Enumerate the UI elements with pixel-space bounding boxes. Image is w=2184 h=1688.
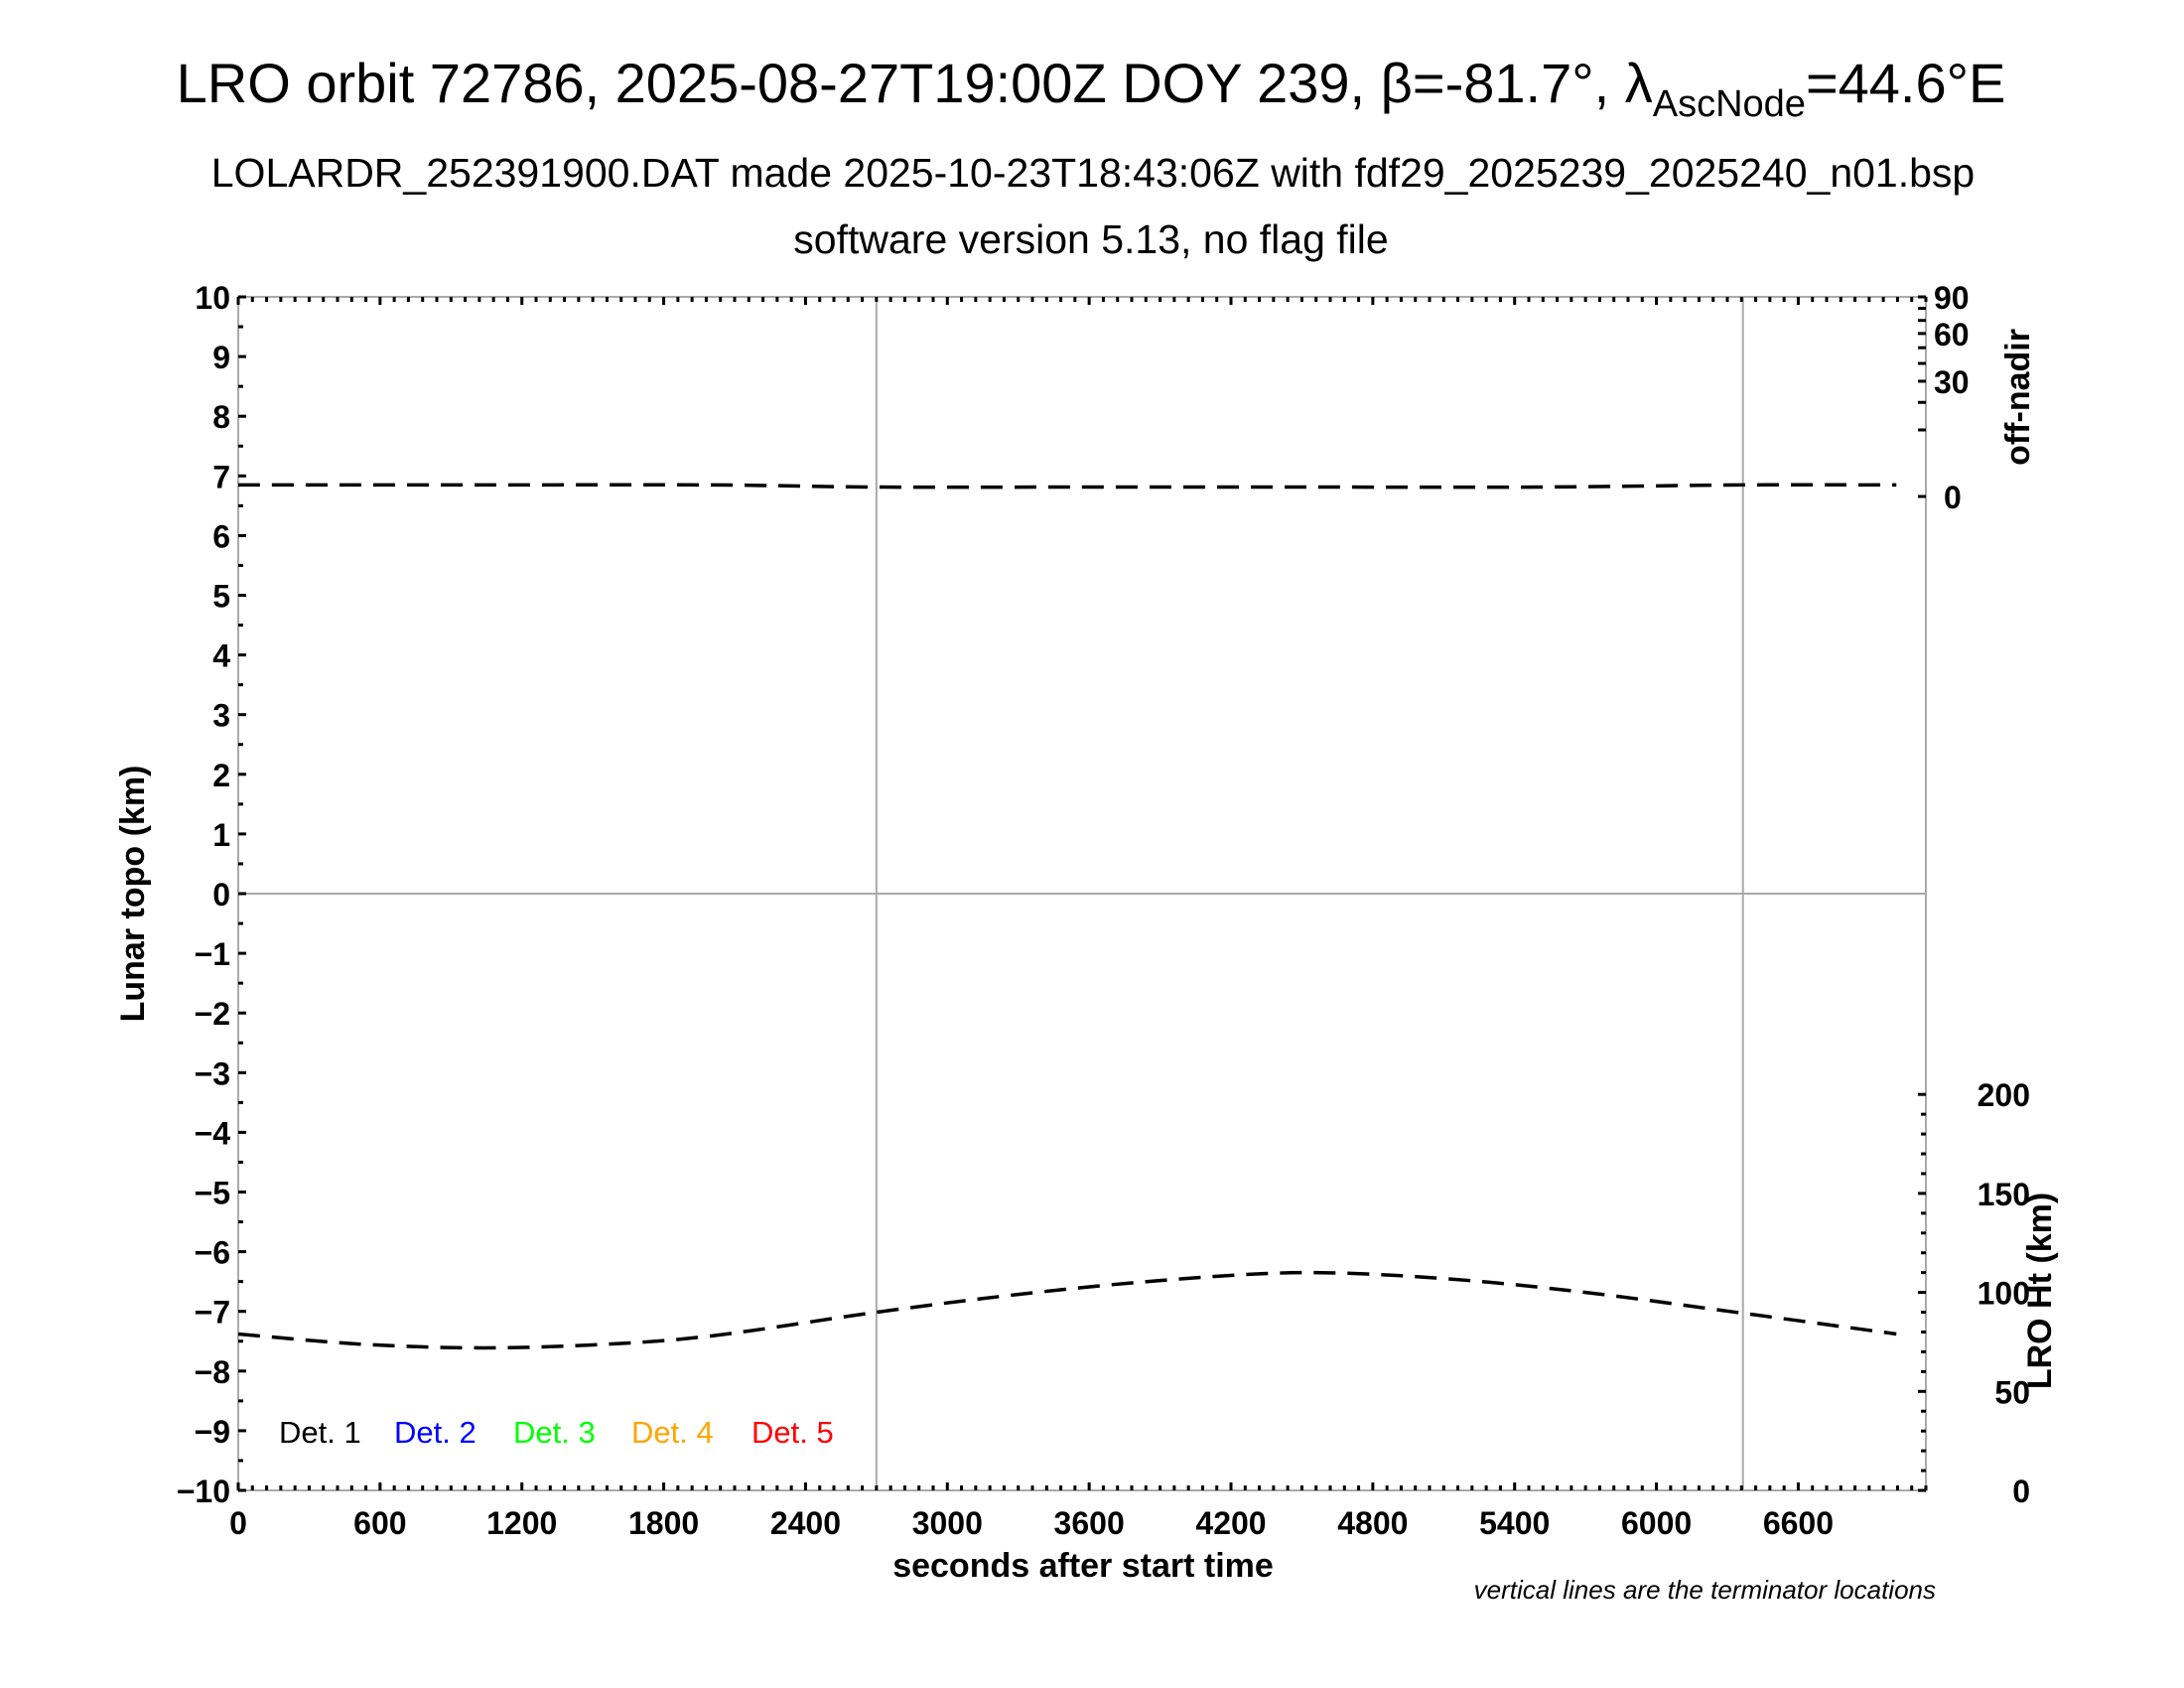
y-tick-label: −2 [195, 996, 230, 1032]
lro-ht-tick-label: 50 [1994, 1374, 2030, 1410]
x-tick-label: 1200 [486, 1505, 557, 1541]
x-tick-label: 5400 [1479, 1505, 1550, 1541]
y-tick-label: 8 [212, 399, 230, 435]
y-tick-label: 6 [212, 518, 230, 554]
lro-ht-tick-label: 150 [1978, 1177, 2030, 1212]
off-nadir-tick-label: 90 [1934, 280, 1970, 316]
legend-entry: Det. 5 [751, 1415, 834, 1450]
legend-entry: Det. 1 [279, 1415, 361, 1450]
x-axis-title: seconds after start time [892, 1547, 1274, 1585]
y-tick-label: 0 [212, 877, 230, 913]
y-tick-label: −10 [177, 1474, 230, 1509]
y-tick-label: 5 [212, 579, 230, 615]
y-tick-label: 2 [212, 758, 230, 793]
off-nadir-tick-label: 30 [1934, 364, 1970, 400]
lro-ht-tick-label: 200 [1978, 1077, 2030, 1113]
x-tick-label: 3600 [1054, 1505, 1125, 1541]
y-tick-label: 9 [212, 340, 230, 375]
chart-subtitle-2: software version 5.13, no flag file [793, 216, 1388, 262]
x-tick-label: 2400 [770, 1505, 841, 1541]
x-tick-label: 0 [229, 1505, 247, 1541]
x-tick-label: 4800 [1337, 1505, 1408, 1541]
y2-axis-title-lro-ht: LRO Ht (km) [2021, 1193, 2059, 1389]
y-tick-label: 1 [212, 817, 230, 853]
off-nadir-line [238, 483, 1897, 490]
x-tick-label: 4200 [1195, 1505, 1266, 1541]
legend-entry: Det. 2 [394, 1415, 477, 1450]
x-tick-label: 1800 [628, 1505, 699, 1541]
off-nadir-tick-label: 60 [1934, 317, 1970, 352]
x-tick-label: 3000 [912, 1505, 983, 1541]
y-tick-label: 10 [195, 280, 230, 316]
x-tick-label: 6600 [1763, 1505, 1834, 1541]
y-tick-label: −4 [195, 1115, 231, 1151]
y-tick-label: −7 [195, 1295, 230, 1331]
y-tick-label: −1 [195, 936, 230, 972]
y-tick-label: −3 [195, 1055, 230, 1091]
y-tick-label: 4 [212, 638, 230, 674]
terminator-note: vertical lines are the terminator locati… [1474, 1575, 1936, 1605]
x-tick-label: 600 [353, 1505, 406, 1541]
legend-entry: Det. 3 [513, 1415, 596, 1450]
y-axis-title: Lunar topo (km) [114, 766, 152, 1023]
chart-subtitle: LOLARDR_252391900.DAT made 2025-10-23T18… [211, 150, 1975, 196]
y-tick-label: −8 [195, 1354, 230, 1390]
y-tick-label: 3 [212, 698, 230, 734]
x-tick-label: 6000 [1621, 1505, 1692, 1541]
lro-ht-tick-label: 100 [1978, 1276, 2030, 1312]
y2-axis-title-off-nadir: off-nadir [1999, 329, 2037, 466]
lro-height-line [237, 1270, 1897, 1350]
chart-title: LRO orbit 72786, 2025-08-27T19:00Z DOY 2… [177, 52, 2006, 125]
y-tick-label: −5 [195, 1176, 230, 1211]
y-tick-label: 7 [212, 459, 230, 494]
legend-entry: Det. 4 [631, 1415, 714, 1450]
y-tick-label: −9 [195, 1414, 230, 1450]
lro-ht-tick-label: 0 [2012, 1474, 2030, 1509]
off-nadir-tick-label: 0 [1944, 480, 1962, 515]
y-tick-label: −6 [195, 1235, 230, 1271]
